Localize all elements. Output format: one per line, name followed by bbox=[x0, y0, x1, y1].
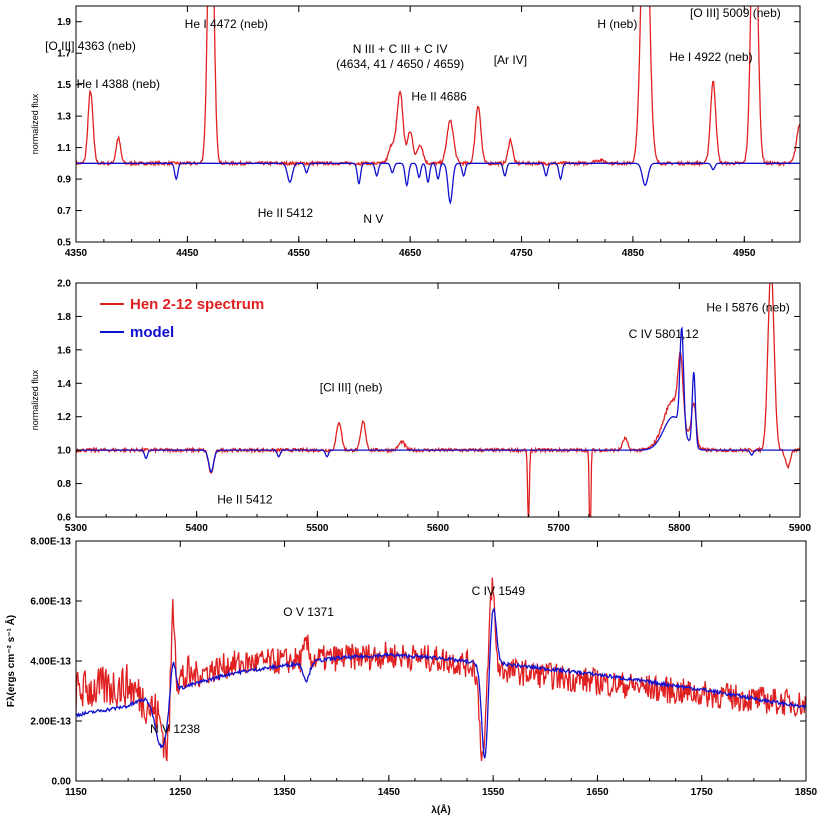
x-tick-label: 4650 bbox=[399, 248, 422, 259]
model-line bbox=[76, 326, 800, 473]
line-annotation: N III + C III + C IV bbox=[353, 42, 448, 56]
y-tick-label: 0.9 bbox=[57, 175, 71, 186]
y-tick-label: 1.6 bbox=[57, 345, 71, 356]
y-tick-label: 4.00E-13 bbox=[30, 657, 71, 668]
line-annotation: N V bbox=[363, 212, 383, 226]
line-annotation: He II 5412 bbox=[217, 493, 273, 507]
y-tick-label: 2.00E-13 bbox=[30, 717, 71, 728]
x-tick-label: 1750 bbox=[691, 787, 714, 798]
line-annotation: H (neb) bbox=[597, 17, 637, 31]
y-tick-label: 1.1 bbox=[57, 143, 71, 154]
x-tick-label: 1350 bbox=[273, 787, 296, 798]
y-axis-label: normalized flux bbox=[30, 93, 40, 154]
line-annotation: [Cl III] (neb) bbox=[320, 381, 383, 395]
line-annotation: [Ar IV] bbox=[494, 53, 527, 67]
x-tick-label: 1450 bbox=[378, 787, 401, 798]
line-annotation: [O III] 5009 (neb) bbox=[690, 6, 781, 20]
y-tick-label: 8.00E-13 bbox=[30, 537, 71, 548]
line-annotation: He I 4388 (neb) bbox=[77, 77, 160, 91]
line-annotation: He I 4472 (neb) bbox=[185, 17, 268, 31]
x-tick-label: 4750 bbox=[510, 248, 533, 259]
x-axis-label: λ(Å) bbox=[431, 803, 450, 816]
y-tick-label: 1.4 bbox=[57, 379, 71, 390]
y-tick-label: 1.5 bbox=[57, 80, 71, 91]
x-tick-label: 4550 bbox=[288, 248, 311, 259]
x-tick-label: 5600 bbox=[427, 523, 450, 534]
x-tick-label: 5300 bbox=[65, 523, 88, 534]
y-tick-label: 1.8 bbox=[57, 312, 71, 323]
y-tick-label: 1.2 bbox=[57, 412, 71, 423]
x-tick-label: 5800 bbox=[668, 523, 691, 534]
line-annotation: N V 1238 bbox=[150, 722, 200, 736]
y-tick-label: 1.9 bbox=[57, 17, 71, 28]
y-axis-label: normalized flux bbox=[30, 369, 40, 430]
line-annotation: C IV 5801,12 bbox=[629, 327, 699, 341]
model-line bbox=[76, 607, 806, 759]
y-tick-label: 0.7 bbox=[57, 206, 71, 217]
plot-frame bbox=[75, 282, 801, 518]
x-tick-label: 1850 bbox=[795, 787, 818, 798]
chart-panel-1: 4350 4450 4550 4650 4750 4850 4950 0.5 0.7 0.9 1.1… bbox=[30, 5, 801, 259]
x-tick-label: 1650 bbox=[586, 787, 609, 798]
y-axis-label: Fλ(ergs cm⁻² s⁻¹ Å) bbox=[4, 615, 17, 707]
x-tick-label: 5400 bbox=[186, 523, 209, 534]
y-tick-label: 6.00E-13 bbox=[30, 597, 71, 608]
line-annotation: He I 4922 (neb) bbox=[669, 50, 752, 64]
plot-frame bbox=[75, 540, 807, 782]
y-tick-label: 0.8 bbox=[57, 479, 71, 490]
y-tick-label: 1.3 bbox=[57, 112, 71, 123]
line-annotation: He I 5876 (neb) bbox=[706, 300, 789, 314]
x-tick-label: 4850 bbox=[622, 248, 645, 259]
line-annotation: He II 4686 bbox=[411, 89, 467, 103]
chart-panel-3: 1150 1250 1350 1450 1550 1650 1750 1850 0.00 2.00… bbox=[4, 537, 818, 817]
y-tick-label: 2.0 bbox=[57, 279, 71, 290]
model-line bbox=[76, 162, 800, 205]
x-tick-label: 1150 bbox=[65, 787, 87, 798]
y-tick-label: 0.6 bbox=[57, 513, 71, 524]
line-annotation: O V 1371 bbox=[283, 605, 334, 619]
line-annotation: He II 5412 bbox=[258, 206, 314, 220]
line-annotation: [O III] 4363 (neb) bbox=[45, 39, 136, 53]
legend-label-spectrum: Hen 2-12 spectrum bbox=[130, 296, 264, 313]
y-tick-label: 0.00 bbox=[52, 777, 72, 788]
x-tick-label: 4950 bbox=[733, 248, 756, 259]
x-tick-label: 5700 bbox=[548, 523, 571, 534]
x-tick-label: 1550 bbox=[482, 787, 505, 798]
x-tick-label: 4350 bbox=[65, 248, 88, 259]
spectrum-line bbox=[76, 577, 806, 762]
y-tick-label: 0.5 bbox=[57, 238, 71, 249]
line-annotation: (4634, 41 / 4650 / 4659) bbox=[336, 57, 464, 71]
x-tick-label: 4450 bbox=[176, 248, 199, 259]
line-annotation: C IV 1549 bbox=[472, 584, 526, 598]
chart-panel-2: 5300 5400 5500 5600 5700 5800 5900 0.6 0.8 1.0 1.2… bbox=[30, 279, 812, 535]
y-tick-label: 1.0 bbox=[57, 446, 71, 457]
x-tick-label: 5900 bbox=[789, 523, 812, 534]
x-tick-label: 5500 bbox=[306, 523, 329, 534]
y-tick-label: 1.7 bbox=[57, 49, 71, 60]
legend: Hen 2-12 spectrum model bbox=[100, 296, 264, 341]
x-tick-label: 1250 bbox=[169, 787, 192, 798]
legend-label-model: model bbox=[130, 324, 174, 341]
